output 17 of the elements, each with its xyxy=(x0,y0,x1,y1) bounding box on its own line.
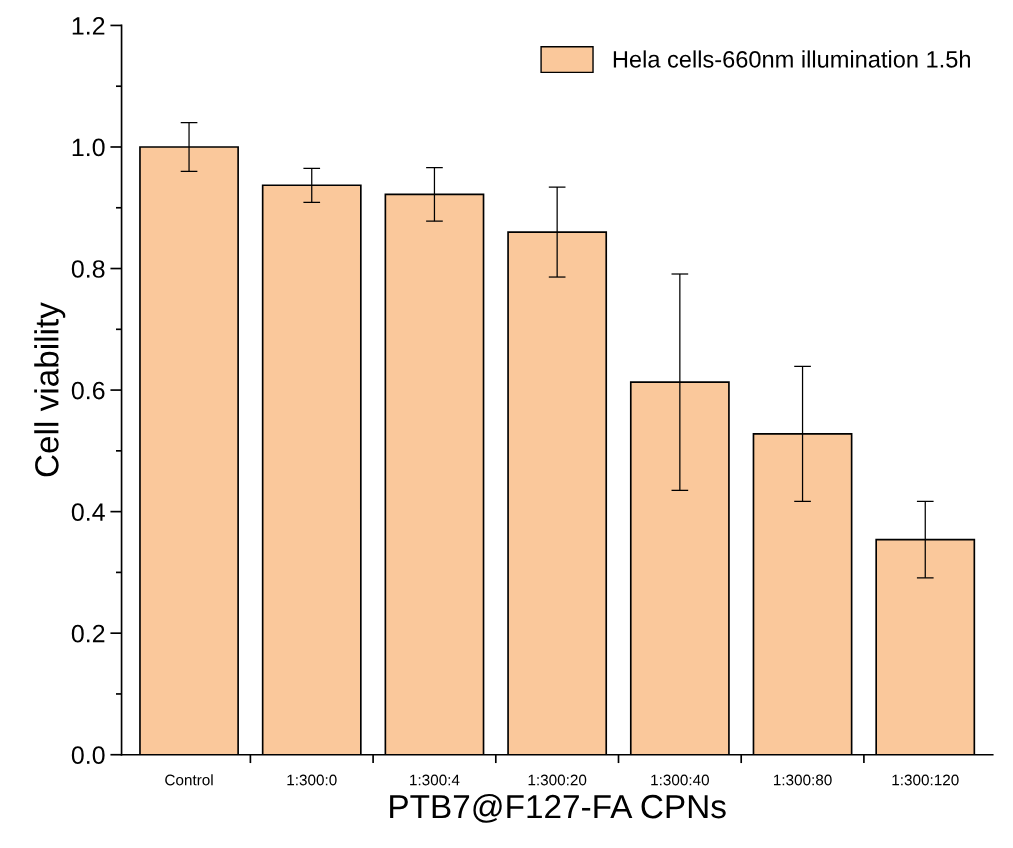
y-tick-label: 1.2 xyxy=(72,17,105,35)
y-tick-label: 1.0 xyxy=(72,138,105,157)
y-tick-label: 0.6 xyxy=(71,381,105,400)
legend-label: Hela cells-660nm illumination 1.5h xyxy=(613,50,970,68)
x-tick-label: 1:300:4 xyxy=(410,774,460,786)
x-tick-label: 1:300:40 xyxy=(651,774,709,786)
x-tick-label: 1:300:80 xyxy=(773,774,832,786)
y-tick-label: 0.8 xyxy=(71,260,105,278)
x-tick-label: Control xyxy=(165,774,213,786)
y-tick-label: 0.0 xyxy=(71,746,105,765)
x-tick-label: 1:300:0 xyxy=(287,774,337,786)
y-axis-title: Cell viability xyxy=(34,302,66,477)
y-tick-label: 0.2 xyxy=(71,624,105,643)
x-axis-title: PTB7@F127-FA CPNs xyxy=(390,793,726,823)
x-tick-label: 1:300:20 xyxy=(528,774,587,786)
y-tick-label: 0.4 xyxy=(71,503,105,521)
x-tick-label: 1:300:120 xyxy=(892,774,959,786)
